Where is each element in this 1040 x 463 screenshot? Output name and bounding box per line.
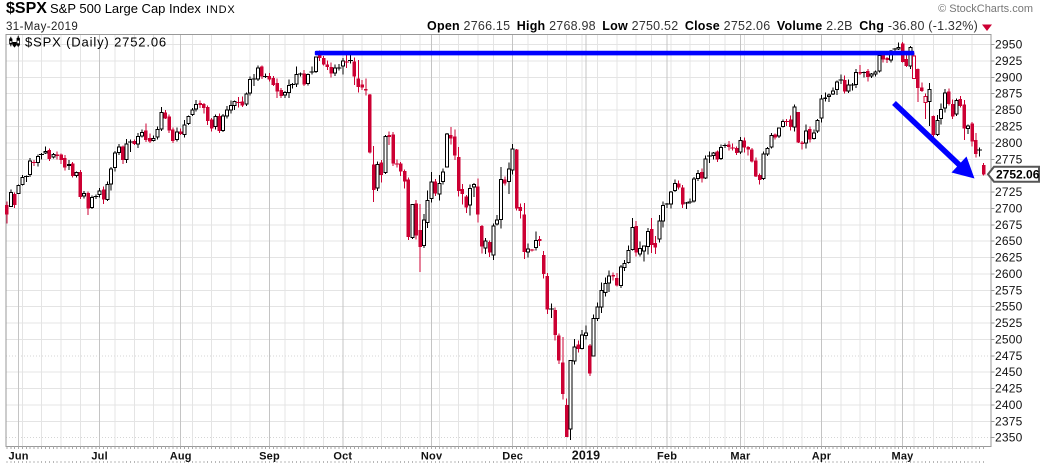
svg-text:May: May	[892, 451, 915, 463]
svg-text:2752.06: 2752.06	[996, 168, 1040, 182]
svg-text:S&P 500 Large Cap Index: S&P 500 Large Cap Index	[50, 1, 201, 16]
svg-text:2675: 2675	[995, 218, 1023, 232]
svg-text:$SPX: $SPX	[6, 0, 47, 17]
svg-text:2900: 2900	[995, 70, 1023, 84]
svg-text:Sep: Sep	[259, 451, 280, 463]
svg-text:© StockCharts.com: © StockCharts.com	[938, 3, 1033, 15]
svg-text:2950: 2950	[995, 38, 1023, 52]
svg-text:Dec: Dec	[502, 451, 523, 463]
svg-text:Open 2766.15 High 2768.98 Low: Open 2766.15 High 2768.98 Low 2750.52 Cl…	[427, 19, 978, 33]
svg-text:Oct: Oct	[333, 451, 352, 463]
svg-text:2500: 2500	[995, 332, 1023, 346]
svg-text:2575: 2575	[995, 283, 1023, 297]
svg-text:2800: 2800	[995, 136, 1023, 150]
svg-text:Apr: Apr	[812, 451, 832, 463]
svg-text:31-May-2019: 31-May-2019	[6, 21, 78, 33]
svg-text:Jun: Jun	[9, 451, 29, 463]
svg-text:2850: 2850	[995, 103, 1023, 117]
svg-text:$SPX (Daily) 2752.06: $SPX (Daily) 2752.06	[25, 35, 167, 50]
svg-text:2450: 2450	[995, 365, 1023, 379]
svg-text:2725: 2725	[995, 185, 1023, 199]
svg-text:2400: 2400	[995, 398, 1023, 412]
svg-text:2875: 2875	[995, 87, 1023, 101]
svg-text:2600: 2600	[995, 267, 1023, 281]
svg-text:2550: 2550	[995, 300, 1023, 314]
svg-text:2650: 2650	[995, 234, 1023, 248]
svg-text:2019: 2019	[572, 449, 601, 463]
svg-text:2475: 2475	[995, 349, 1023, 363]
svg-text:Jul: Jul	[91, 451, 108, 463]
svg-text:2525: 2525	[995, 316, 1023, 330]
svg-text:Nov: Nov	[421, 451, 443, 463]
svg-text:Mar: Mar	[730, 451, 751, 463]
svg-text:Aug: Aug	[170, 451, 192, 463]
svg-text:2425: 2425	[995, 382, 1023, 396]
svg-text:2350: 2350	[995, 431, 1023, 445]
svg-text:2625: 2625	[995, 251, 1023, 265]
svg-text:INDX: INDX	[206, 4, 235, 16]
svg-text:2825: 2825	[995, 120, 1023, 134]
svg-text:2700: 2700	[995, 201, 1023, 215]
svg-text:Feb: Feb	[657, 451, 677, 463]
svg-text:2775: 2775	[995, 152, 1023, 166]
svg-text:2375: 2375	[995, 414, 1023, 428]
svg-text:2925: 2925	[995, 54, 1023, 68]
